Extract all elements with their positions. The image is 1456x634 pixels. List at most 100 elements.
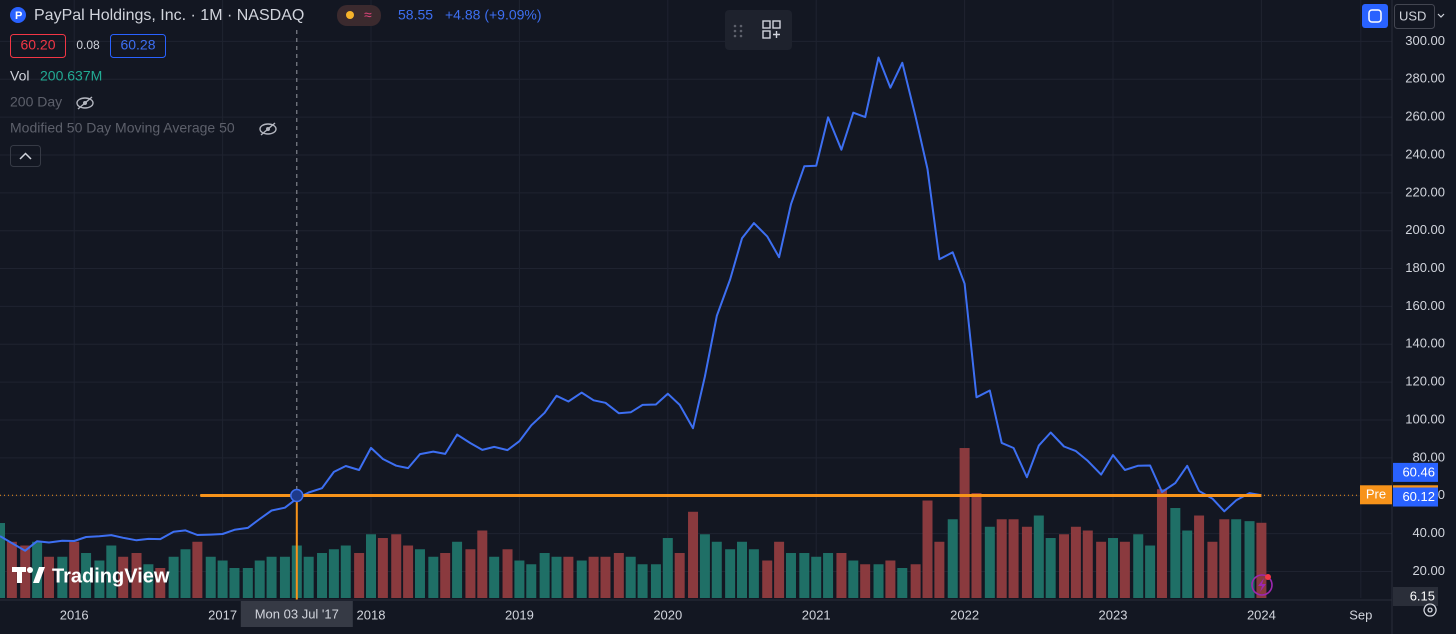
- volume-bar: [366, 534, 377, 598]
- volume-bar: [860, 564, 871, 598]
- price-label-box: [1393, 462, 1438, 482]
- ask-box[interactable]: [110, 34, 166, 58]
- volume-bar: [6, 541, 17, 598]
- drag-handle[interactable]: [733, 24, 743, 38]
- currency: USD: [1399, 8, 1426, 23]
- volume-bar: [205, 556, 216, 598]
- hidden-icon[interactable]: [76, 96, 94, 110]
- volume-bar: [377, 538, 388, 598]
- volume-bar: [984, 526, 995, 598]
- y-tick-label: 220.00: [1405, 184, 1445, 199]
- volume-bar: [674, 553, 685, 598]
- floating-toolbar: [725, 10, 792, 50]
- volume-bar: [1096, 541, 1107, 598]
- volume-bar: [254, 560, 265, 598]
- volume-bar: [1021, 526, 1032, 598]
- bid-box[interactable]: [10, 34, 66, 58]
- currency-button[interactable]: [1394, 4, 1435, 29]
- y-tick-label: 300.00: [1405, 33, 1445, 48]
- settings-icon[interactable]: [1423, 603, 1437, 617]
- volume-bar: [1156, 489, 1167, 598]
- volume-bar: [514, 560, 525, 598]
- price-label: 60.12: [1402, 489, 1435, 504]
- brand-logo: [12, 567, 45, 583]
- volume-bar: [1194, 515, 1205, 598]
- y-tick-label: 100.00: [1405, 411, 1445, 426]
- volume-bar: [131, 553, 142, 598]
- volume-bar: [57, 556, 68, 598]
- x-tick-label: 2024: [1247, 607, 1276, 622]
- layout-icon[interactable]: [762, 20, 781, 39]
- spread: 0.08: [76, 38, 100, 52]
- volume-bar: [1231, 519, 1242, 598]
- volume-bar: [1182, 530, 1193, 598]
- x-tick-label: 2020: [653, 607, 682, 622]
- x-tick-label: 2021: [802, 607, 831, 622]
- volume-bar: [1207, 541, 1218, 598]
- volume-bar: [1070, 526, 1081, 598]
- volume-bar: [551, 556, 562, 598]
- bid: 60.20: [20, 37, 55, 53]
- volume-bar: [799, 553, 810, 598]
- volume-bar: [340, 545, 351, 598]
- volume-bar: [428, 556, 439, 598]
- volume-bar: [403, 545, 414, 598]
- price-label-box: [1393, 487, 1438, 507]
- auto-scale-button[interactable]: [1362, 4, 1388, 28]
- volume-bar: [217, 560, 228, 598]
- indicator-name: 200 Day: [10, 94, 62, 110]
- volume-bar: [118, 556, 129, 598]
- volume-bar: [1244, 521, 1255, 598]
- price-label: 6.15: [1410, 588, 1435, 603]
- price-line-layer: [0, 56, 1262, 552]
- price-label-tag-text: Pre: [1366, 487, 1386, 502]
- volume-bar: [43, 556, 54, 598]
- sun-icon: [346, 11, 354, 19]
- volume-bar: [155, 568, 166, 598]
- price-line: [0, 56, 1262, 552]
- volume-bar: [662, 538, 673, 598]
- volume-bar: [69, 541, 80, 598]
- volume-bar: [354, 553, 365, 598]
- volume-bar: [650, 564, 661, 598]
- collapse-button[interactable]: [10, 145, 41, 167]
- volume-bar: [588, 556, 599, 598]
- volume-bar: [1145, 545, 1156, 598]
- market-status-badge[interactable]: [337, 5, 381, 26]
- volume-bar: [1133, 534, 1144, 598]
- y-tick-label: 120.00: [1405, 374, 1445, 389]
- y-tick-label: 280.00: [1405, 71, 1445, 86]
- volume-bar: [391, 534, 402, 598]
- brand-name: TradingView: [52, 565, 170, 587]
- volume-bar: [922, 500, 933, 598]
- hidden-icon[interactable]: [259, 122, 277, 136]
- price-label: 60.46: [1402, 464, 1435, 479]
- alert-icon[interactable]: [1251, 574, 1273, 596]
- volume-bar: [699, 534, 710, 598]
- volume-bar: [317, 553, 328, 598]
- volume-bar: [32, 541, 43, 598]
- volume-bar: [0, 523, 5, 598]
- volume-bar: [897, 568, 908, 598]
- volume-bar: [192, 541, 203, 598]
- volume-bar: [539, 553, 550, 598]
- volume-bar: [328, 549, 339, 598]
- logo-letter: P: [15, 10, 22, 22]
- drawings: [0, 30, 1392, 600]
- volume-bar: [1219, 519, 1230, 598]
- x-tick-label: 2023: [1099, 607, 1128, 622]
- volume-bar: [971, 493, 982, 598]
- x-tick-label: 2018: [357, 607, 386, 622]
- x-tick-label: 2016: [60, 607, 89, 622]
- volume-legend-value: 200.637M: [40, 68, 102, 84]
- axes: 20.0040.0060.0080.00100.00120.00140.0016…: [60, 33, 1445, 627]
- crosshair-label-box: [240, 601, 353, 627]
- collapse-icon: [19, 152, 32, 160]
- alert-dot: [1265, 574, 1271, 580]
- volume-bar: [452, 541, 463, 598]
- volume-bar: [1008, 519, 1019, 598]
- volume-bar: [1033, 515, 1044, 598]
- price-label-tag: [1360, 485, 1392, 505]
- y-tick-label: 80.00: [1412, 449, 1445, 464]
